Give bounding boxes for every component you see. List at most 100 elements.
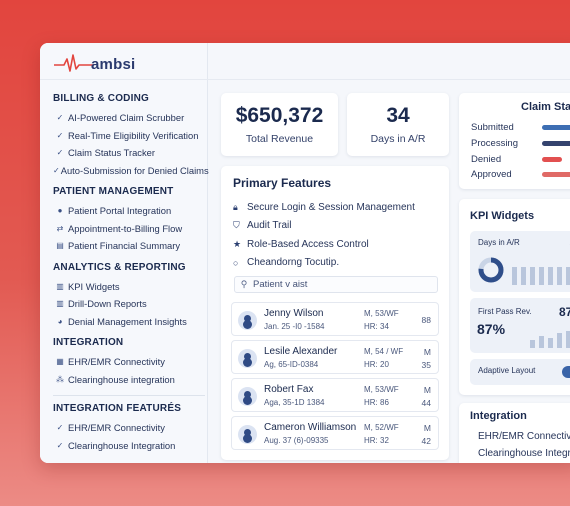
sidebar-item-label: Drill-Down Reports [68,298,147,310]
sidebar-item-clearinghouse[interactable]: ⁂ Clearinghouse integration [53,371,205,389]
patient-date: Jan. 25 -I0 -1584 [264,322,325,331]
status-bar-submitted [542,125,570,130]
nav-heading: INTEGRATION FEATURÉS [53,403,182,414]
sidebar-item-appointment-flow[interactable]: ⇄ Appointment-to-Billing Flow [53,220,205,238]
sidebar-item-label: Clearinghouse Integration [68,439,176,451]
patient-name: Robert Fax [264,384,314,395]
nav-heading: BILLING & CODING [53,93,149,104]
feature-label: Role-Based Access Control [247,238,369,250]
sidebar-item-patient-portal[interactable]: ● Patient Portal Integration [53,202,205,220]
patient-demographics: M, 53/WF [364,385,399,394]
check-icon: ✓ [56,130,64,140]
nav-heading: PATIENT MANAGEMENT [53,186,174,197]
widget-days-ar[interactable]: Days in A/R 34 [470,231,570,292]
sidebar-item-claim-scrubber[interactable]: ✓ AI-Powered Claim Scrubber [53,109,205,127]
patient-flag: M [423,347,431,357]
mini-bar-chart [512,267,570,285]
patient-date: Aga, 35-1D 1384 [264,398,325,407]
kpi-label: Days in A/R [370,133,426,145]
mini-bar-chart [530,328,570,348]
lock-icon: 🔒︎ [233,201,238,212]
integration-item[interactable]: Clearinghouse Integration [478,448,570,459]
sidebar-item-ehr-emr[interactable]: ▦ EHR/EMR Connectivity [53,353,205,371]
header-divider [40,79,570,80]
sidebar-item-drill-down[interactable]: ▥ Drill-Down Reports [53,295,205,313]
document-icon: ▤ [56,241,64,251]
app-window: ambsi BILLING & CODING ✓ AI-Powered Claim… [40,43,570,463]
mini-bar [521,267,526,285]
flow-icon: ⇄ [56,223,64,233]
feature-item[interactable]: ○ Cheandorng Tocutip. [233,254,415,273]
mini-bar [530,340,535,348]
mini-bar [557,267,562,285]
patient-flag: M [423,385,431,395]
mini-bar [512,267,517,285]
kpi-card-total-revenue[interactable]: $650,372 Total Revenue [221,93,338,156]
nav-section-integration: INTEGRATION ▦ EHR/EMR Connectivity ⁂ Clear… [53,337,205,388]
adaptive-layout-toggle[interactable] [562,366,570,378]
check-icon: ✓ [56,423,64,433]
patient-row[interactable]: Jenny Wilson Jan. 25 -I0 -1584 M, 53/WF … [231,302,439,336]
bar-chart-icon: ▥ [56,281,64,291]
sidebar-item-label: Denial Management Insights [68,315,187,327]
widget-label: First Pass Rev. [478,307,532,316]
check-icon: ✓ [53,165,60,175]
patient-demographics: M, 52/WF [364,423,399,432]
sidebar-item-eligibility[interactable]: ✓ Real-Time Eligibility Verification [53,127,205,145]
sidebar-item-ehr-emr-feature[interactable]: ✓ EHR/EMR Connectivity [53,419,205,437]
sidebar-item-kpi-widgets[interactable]: ▥ KPI Widgets [53,278,205,296]
mini-bar [539,336,544,348]
star-icon: ★ [233,238,242,249]
avatar [238,311,257,330]
sidebar-item-label: Clearinghouse integration [68,373,175,385]
mini-bar [566,267,570,285]
sidebar-item-denial-insights[interactable]: ◕ Denial Management Insights [53,313,205,331]
patient-value: 44 [421,398,431,408]
patient-search-input[interactable]: ⚲ Patient v aist [234,276,438,293]
kpi-widgets-card: KPI Widgets Days in A/R 34 First Pass Re… [459,199,570,395]
patient-row[interactable]: Robert Fax Aga, 35-1D 1384 M, 53/WF HR: … [231,378,439,412]
feature-item[interactable]: ⛉ Audit Trail [233,217,415,236]
patient-hr: HR: 32 [364,436,389,445]
heartbeat-icon [54,54,94,72]
bar-chart-icon: ▥ [56,299,64,309]
patient-hr: HR: 20 [364,360,389,369]
sidebar-item-auto-submission[interactable]: ✓ Auto-Submission for Denied Claims [53,162,209,180]
status-bar-denied [542,157,562,162]
patient-row[interactable]: Cameron Williamson Aug. 37 (6)-09335 M, … [231,416,439,450]
widget-first-pass[interactable]: First Pass Rev. 87% 87% [470,298,570,353]
patient-value: 88 [421,315,431,325]
feature-label: Cheandorng Tocutip. [247,257,340,269]
nav-section-patient: PATIENT MANAGEMENT ● Patient Portal Integ… [53,186,205,255]
status-label: Approved [471,169,512,180]
feature-item[interactable]: ★ Role-Based Access Control [233,235,415,254]
brand-logo[interactable]: ambsi [54,49,135,79]
patient-name: Jenny Wilson [264,308,324,319]
brand-name: ambsi [91,55,136,73]
pie-chart-icon: ◕ [57,316,63,326]
status-bar-approved [542,172,570,177]
sidebar-item-label: AI-Powered Claim Scrubber [68,112,185,124]
grid-icon: ▦ [56,357,64,367]
feature-item[interactable]: 🔒︎ Secure Login & Session Management [233,198,415,217]
status-label: Submitted [471,122,514,133]
kpi-value: 34 [386,104,410,127]
search-placeholder: Patient v aist [253,279,308,290]
integration-item[interactable]: EHR/EMR Connectivity [478,431,570,442]
kpi-label: Total Revenue [245,133,314,145]
integration-card: Integration EHR/EMR Connectivity Clearin… [459,403,570,463]
avatar [238,425,257,444]
nav-section-integration-features: INTEGRATION FEATURÉS ✓ EHR/EMR Connectivi… [53,403,205,454]
status-label: Processing [471,138,518,149]
widget-label: Adaptive Layout [478,366,536,375]
sidebar-item-claim-status[interactable]: ✓ Claim Status Tracker [53,144,205,162]
mini-bar [566,331,570,348]
patient-row[interactable]: Lesile Alexander Ag, 65-ID-0384 M, 54 / … [231,340,439,374]
sidebar-item-financial-summary[interactable]: ▤ Patient Financial Summary [53,237,205,255]
donut-chart [478,257,504,283]
divider [53,395,205,396]
sidebar-item-clearinghouse-feature[interactable]: ✓ Clearinghouse Integration [53,437,205,455]
kpi-card-days-ar[interactable]: 34 Days in A/R [347,93,449,156]
sidebar-item-label: Patient Financial Summary [68,240,181,252]
sidebar-item-label: Auto-Submission for Denied Claims [60,164,209,176]
